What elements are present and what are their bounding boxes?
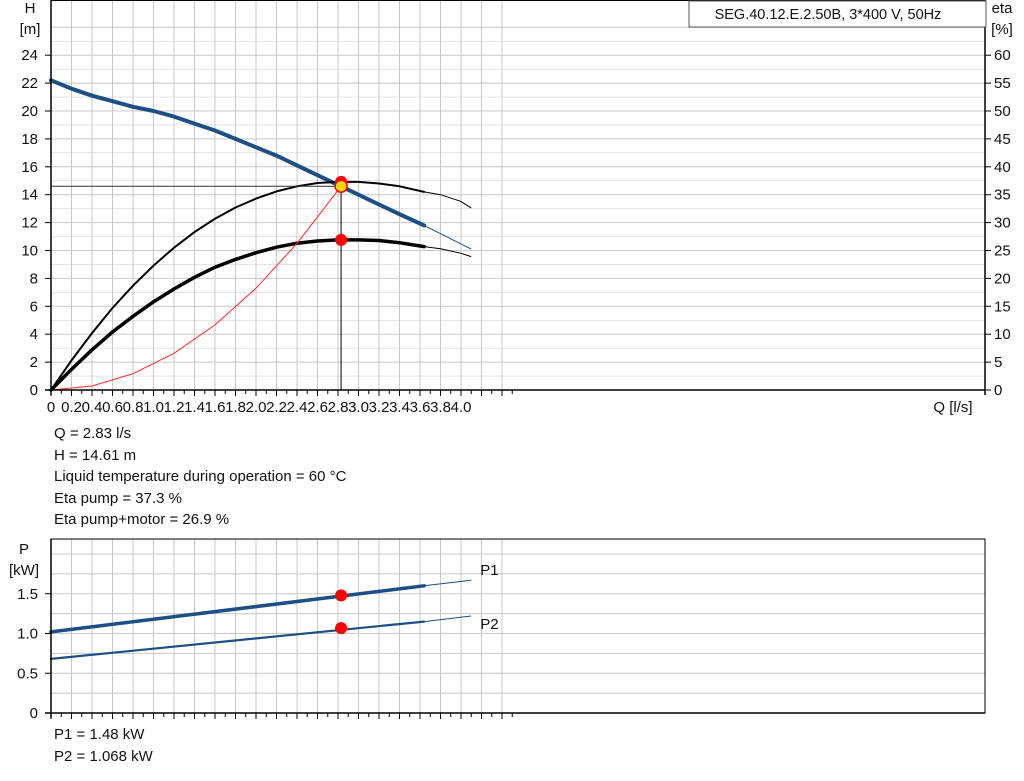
info-eta-pump-motor: Eta pump+motor = 26.9 % bbox=[54, 511, 230, 528]
head-y2-tick-label: 55 bbox=[994, 75, 1011, 92]
power-curve-p1-extension bbox=[424, 579, 472, 587]
tick-labels: 0 0.2 0.4 0.6 0.8 1.0 1.2 1.4 1.6 1.8 2.0 2.2 2.4 2.6… bbox=[17, 47, 1011, 722]
head-y2-label-eta: eta bbox=[992, 0, 1014, 17]
head-x-tick-label: 2.6 bbox=[307, 399, 328, 416]
head-y2-tick-label: 0 bbox=[994, 382, 1002, 399]
power-chart-curves: P1 P2 bbox=[49, 562, 499, 660]
head-y-tick-label: 22 bbox=[21, 75, 38, 92]
head-y2-tick-label: 15 bbox=[994, 298, 1011, 315]
power-curve-p1 bbox=[49, 584, 426, 634]
head-y2-tick-label: 40 bbox=[994, 159, 1011, 176]
head-x-tick-label: 3.2 bbox=[369, 399, 390, 416]
info-head: H = 14.61 m bbox=[54, 446, 137, 464]
system-curve bbox=[50, 185, 342, 391]
power-info: P1 = 1.48 kW P2 = 1.068 kW bbox=[54, 724, 153, 767]
head-chart-frame bbox=[45, 0, 991, 396]
head-y-tick-label: 24 bbox=[21, 47, 38, 64]
info-p1: P1 = 1.48 kW bbox=[54, 726, 145, 743]
head-x-tick-label: 1.8 bbox=[225, 399, 246, 416]
eta-pump-curve-extension bbox=[424, 191, 472, 209]
head-plot-border bbox=[50, 0, 986, 391]
p2-operating-marker bbox=[335, 622, 348, 635]
head-y2-tick-label: 60 bbox=[994, 47, 1011, 64]
power-curve-p2 bbox=[49, 620, 426, 660]
head-chart-curves bbox=[49, 78, 472, 392]
head-y-tick-label: 6 bbox=[30, 298, 38, 315]
power-chart-frame bbox=[45, 538, 986, 719]
head-x-tick-label: 2.2 bbox=[266, 399, 287, 416]
head-x-tick-label: 0.8 bbox=[123, 399, 144, 416]
head-y2-label-unit: [%] bbox=[991, 21, 1013, 38]
head-y2-tick-label: 10 bbox=[994, 326, 1011, 343]
head-x-tick-label: 1.0 bbox=[143, 399, 164, 416]
info-flow: Q = 2.83 l/s bbox=[54, 425, 132, 442]
power-chart-grid bbox=[50, 539, 985, 714]
power-y-tick-label: 1.0 bbox=[17, 626, 38, 643]
head-y-tick-label: 0 bbox=[30, 382, 38, 399]
head-y-tick-label: 2 bbox=[30, 354, 38, 371]
head-y2-tick-label: 50 bbox=[994, 103, 1011, 120]
head-x-tick-label: 1.2 bbox=[164, 399, 185, 416]
power-y-label-unit: [kW] bbox=[9, 562, 39, 579]
pump-curve-extension bbox=[423, 224, 472, 250]
head-x-tick-label: 0.2 bbox=[61, 399, 82, 416]
head-operating-marker bbox=[334, 179, 348, 193]
head-x-tick-label: 0 bbox=[47, 399, 55, 416]
info-liquid-temperature: Liquid temperature during operation = 60… bbox=[54, 468, 347, 485]
power-curve-p2-extension bbox=[424, 615, 472, 623]
head-x-tick-label: 0.6 bbox=[102, 399, 123, 416]
head-y2-tick-label: 5 bbox=[994, 354, 1002, 371]
operating-point-info: Q = 2.83 l/s H = 14.61 m Liquid temperat… bbox=[54, 423, 346, 531]
head-x-tick-label: 2.4 bbox=[287, 399, 308, 416]
power-plot-border bbox=[50, 538, 986, 714]
head-y2-tick-label: 25 bbox=[994, 243, 1011, 260]
power-y-label-p: P bbox=[19, 541, 29, 558]
head-y-tick-label: 12 bbox=[21, 215, 38, 232]
p1-operating-marker bbox=[335, 589, 348, 602]
head-chart-grid bbox=[50, 0, 985, 391]
power-y-tick-label: 0 bbox=[30, 705, 38, 722]
head-y-tick-label: 8 bbox=[30, 270, 38, 287]
eta-pump-motor-curve-extension bbox=[424, 246, 472, 258]
head-y-tick-label: 20 bbox=[21, 103, 38, 120]
head-x-label: Q [l/s] bbox=[933, 399, 972, 416]
eta-pump-motor-operating-marker bbox=[335, 233, 348, 246]
head-x-tick-label: 1.6 bbox=[205, 399, 226, 416]
power-y-tick-label: 0.5 bbox=[17, 665, 38, 682]
head-y-label-h: H bbox=[25, 0, 36, 17]
head-y-tick-label: 18 bbox=[21, 131, 38, 148]
head-x-tick-label: 3.0 bbox=[348, 399, 369, 416]
pump-label-box bbox=[688, 0, 987, 28]
pump-label-text: SEG.40.12.E.2.50B, 3*400 V, 50Hz bbox=[715, 7, 942, 23]
head-y-tick-label: 4 bbox=[30, 326, 38, 343]
head-x-tick-label: 3.4 bbox=[389, 399, 410, 416]
pump-curve bbox=[49, 78, 427, 228]
operating-point-markers bbox=[334, 175, 348, 635]
head-y2-tick-label: 30 bbox=[994, 215, 1011, 232]
head-x-tick-label: 1.4 bbox=[184, 399, 205, 416]
head-x-tick-label: 4.0 bbox=[451, 399, 472, 416]
eta-pump-motor-curve bbox=[49, 238, 426, 392]
head-y2-tick-label: 20 bbox=[994, 270, 1011, 287]
head-y2-tick-label: 45 bbox=[994, 131, 1011, 148]
head-x-tick-label: 0.4 bbox=[82, 399, 103, 416]
info-eta-pump: Eta pump = 37.3 % bbox=[54, 489, 182, 507]
series-label-p2: P2 bbox=[480, 616, 498, 633]
head-x-tick-label: 2.8 bbox=[328, 399, 349, 416]
head-x-tick-label: 2.0 bbox=[246, 399, 267, 416]
head-y2-tick-label: 35 bbox=[994, 187, 1011, 204]
head-x-tick-label: 3.8 bbox=[430, 399, 451, 416]
power-y-tick-label: 1.5 bbox=[17, 586, 38, 603]
eta-pump-curve bbox=[50, 180, 426, 391]
head-x-tick-label: 3.6 bbox=[410, 399, 431, 416]
head-y-tick-label: 16 bbox=[21, 159, 38, 176]
head-y-tick-label: 10 bbox=[21, 243, 38, 260]
info-p2: P2 = 1.068 kW bbox=[54, 747, 153, 765]
head-y-tick-label: 14 bbox=[21, 187, 38, 204]
series-label-p1: P1 bbox=[480, 562, 498, 579]
head-y-label-unit: [m] bbox=[20, 21, 41, 38]
